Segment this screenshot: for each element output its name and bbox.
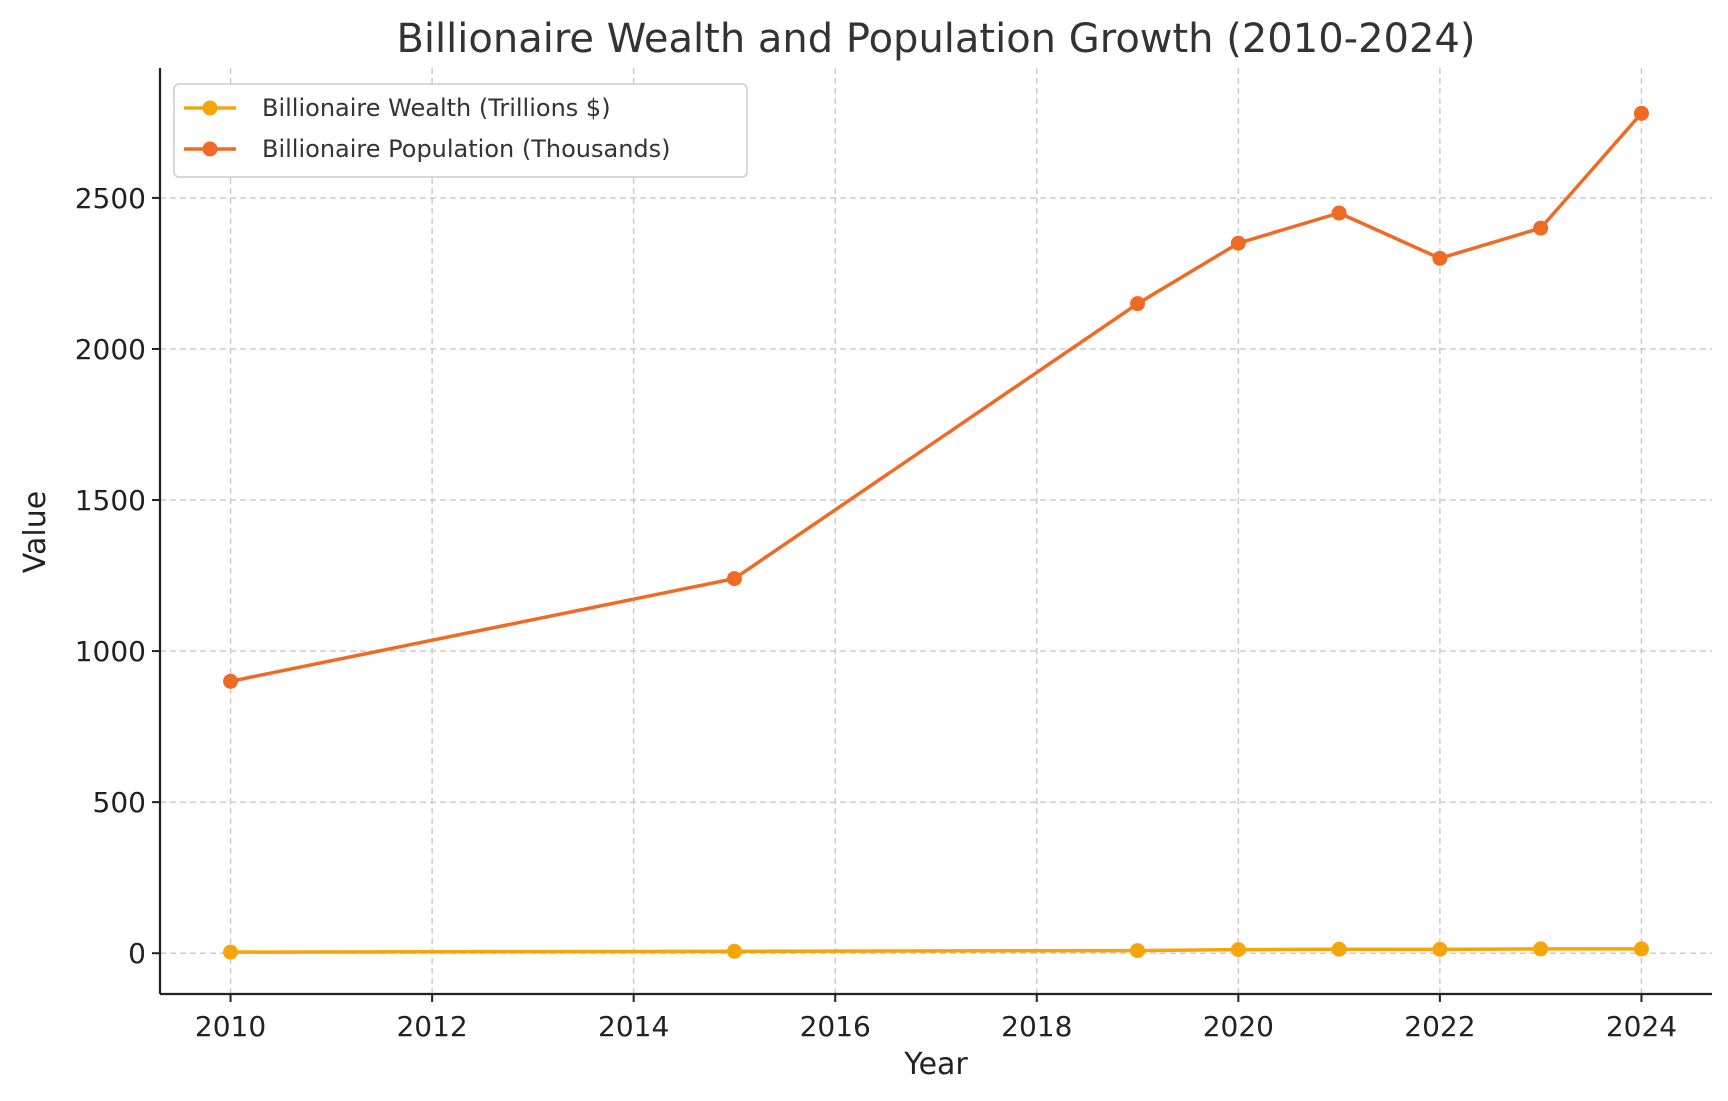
x-tick-label: 2024 <box>1606 1010 1677 1043</box>
legend-entry-2: Billionaire Population (Thousands) <box>184 135 671 163</box>
data-point <box>1130 296 1146 312</box>
y-tick-label: 1000 <box>75 635 146 668</box>
data-point <box>223 673 239 689</box>
x-tick-label: 2016 <box>800 1010 871 1043</box>
x-tick-label: 2022 <box>1404 1010 1475 1043</box>
data-point <box>1432 250 1448 266</box>
legend: Billionaire Wealth (Trillions $) Billiona… <box>173 83 748 178</box>
axes: 2010 2012 2014 2016 2018 2020 2022 2024 0 500 1000… <box>75 68 1712 1043</box>
legend-marker <box>202 141 218 157</box>
legend-label: Billionaire Population (Thousands) <box>262 135 671 163</box>
data-point <box>223 944 239 960</box>
x-tick-label: 2010 <box>195 1010 266 1043</box>
data-point <box>1533 220 1549 236</box>
data-point <box>726 571 742 587</box>
x-tick-label: 2020 <box>1203 1010 1274 1043</box>
y-tick-label: 500 <box>93 786 146 819</box>
y-tick-label: 2000 <box>75 333 146 366</box>
data-point <box>1633 105 1649 121</box>
x-tick-label: 2018 <box>1001 1010 1072 1043</box>
grid-lines <box>160 68 1712 994</box>
x-tick-label: 2012 <box>396 1010 467 1043</box>
x-axis-label: Year <box>903 1047 968 1082</box>
data-point <box>1331 941 1347 957</box>
series <box>223 105 1649 960</box>
data-point <box>1130 943 1146 959</box>
legend-label: Billionaire Wealth (Trillions $) <box>262 94 611 122</box>
legend-box <box>173 83 748 178</box>
x-tick-label: 2014 <box>598 1010 669 1043</box>
y-tick-label: 2500 <box>75 182 146 215</box>
legend-entry-1: Billionaire Wealth (Trillions $) <box>184 94 611 122</box>
series-line <box>230 947 1642 954</box>
y-axis-label: Value <box>18 491 53 573</box>
y-tick-label: 0 <box>128 937 146 970</box>
data-point <box>1331 205 1347 221</box>
series-line <box>230 112 1643 684</box>
series-2 <box>223 105 1649 689</box>
data-point <box>1533 941 1549 957</box>
series-1 <box>223 941 1649 960</box>
y-tick-label: 1500 <box>75 484 146 517</box>
data-point <box>1230 942 1246 958</box>
chart-title: Billionaire Wealth and Population Growth… <box>396 16 1475 62</box>
data-point <box>726 943 742 959</box>
data-point <box>1432 941 1448 957</box>
legend-marker <box>202 100 218 116</box>
data-point <box>1633 941 1649 957</box>
data-point <box>1230 235 1246 251</box>
